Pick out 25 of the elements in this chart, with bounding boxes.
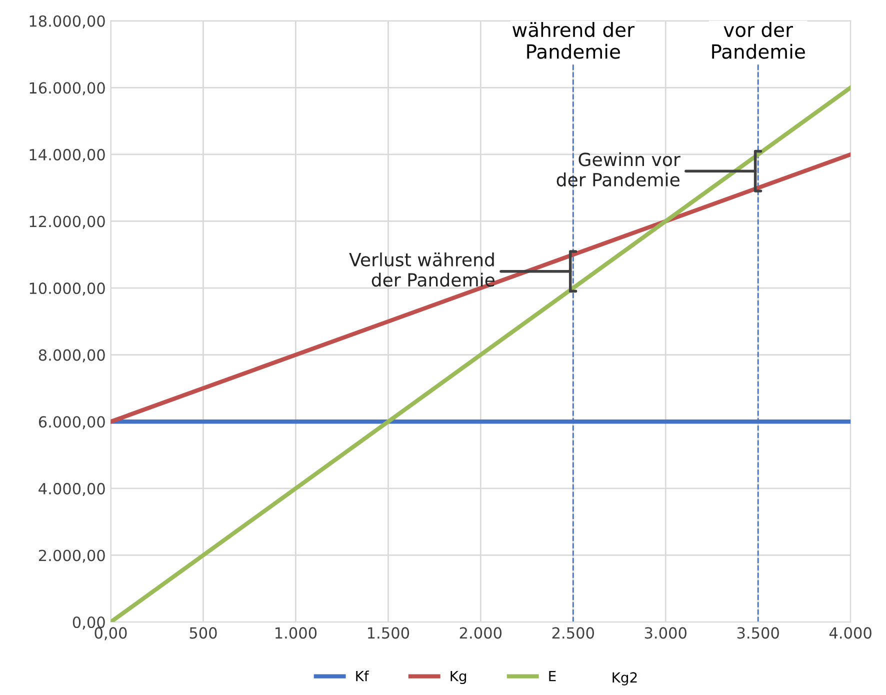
y-tick-label: 2.000,00 bbox=[38, 550, 105, 563]
legend-label: Kf bbox=[356, 670, 370, 682]
annotation: Verlust während der Pandemie bbox=[349, 252, 494, 287]
x-tick-label: 1.500 bbox=[368, 627, 410, 639]
y-tick-label: 4.000,00 bbox=[38, 482, 105, 496]
y-tick-label: 12.000,00 bbox=[30, 216, 105, 229]
y-tick-label: 16.000,00 bbox=[30, 82, 105, 96]
x-tick-label: 3.000 bbox=[644, 627, 686, 639]
annotation: Gewinn vor der Pandemie bbox=[556, 152, 680, 186]
x-tick-label: 2.500 bbox=[552, 627, 594, 639]
y-tick-label: 8.000,00 bbox=[38, 349, 105, 362]
x-tick-label: 3.500 bbox=[737, 627, 779, 639]
y-tick-label: 10.000,00 bbox=[30, 282, 105, 296]
y-tick-label: 18.000,00 bbox=[30, 15, 105, 28]
y-tick-label: 14.000,00 bbox=[30, 148, 105, 162]
y-tick-label: 6.000,00 bbox=[38, 416, 105, 430]
legend-label: Kg bbox=[450, 671, 466, 684]
x-tick-label: 2.000 bbox=[460, 627, 502, 639]
x-tick-label: 500 bbox=[190, 627, 217, 639]
x-tick-label: 4.000 bbox=[829, 627, 872, 639]
legend-label: E bbox=[549, 671, 556, 682]
x-tick-label: 1.000 bbox=[276, 627, 317, 639]
text: Kg2 bbox=[612, 672, 637, 686]
ref-line-label: vor der Pandemie bbox=[712, 22, 805, 59]
ref-line-label: während der Pandemie bbox=[512, 22, 635, 59]
